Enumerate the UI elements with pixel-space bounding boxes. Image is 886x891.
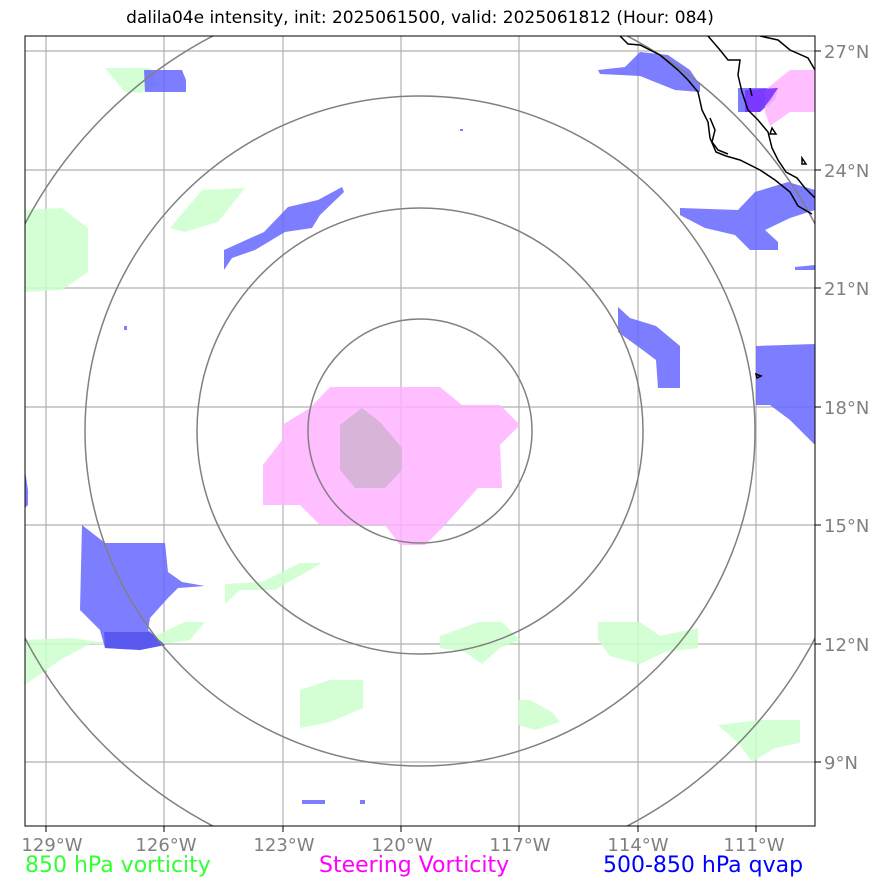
plot-frame xyxy=(24,35,816,827)
lon-label: 117°W xyxy=(489,835,550,856)
coastline xyxy=(619,36,815,380)
map-title: dalila04e intensity, init: 2025061500, v… xyxy=(126,8,714,28)
legend-850-vorticity: 850 hPa vorticity xyxy=(25,853,211,878)
lat-label: 12°N xyxy=(824,635,869,656)
lat-label: 18°N xyxy=(824,398,869,419)
overlap-regions xyxy=(104,88,778,650)
vorticity-850-regions xyxy=(25,68,800,762)
lat-label: 24°N xyxy=(824,161,869,182)
range-rings xyxy=(25,36,815,826)
lat-label: 9°N xyxy=(824,753,858,774)
latitude-labels: 27°N 24°N 21°N 18°N 15°N 12°N 9°N xyxy=(824,42,869,774)
legend-qvap: 500-850 hPa qvap xyxy=(603,853,804,878)
legend-steering-vorticity: Steering Vorticity xyxy=(319,853,510,878)
lat-label: 21°N xyxy=(824,279,869,300)
lon-label: 111°W xyxy=(723,835,784,856)
lon-label: 129°W xyxy=(21,835,82,856)
lon-label: 123°W xyxy=(253,835,314,856)
lat-label: 27°N xyxy=(824,42,869,63)
lon-label: 126°W xyxy=(135,835,196,856)
longitude-labels: 129°W 126°W 123°W 120°W 117°W 114°W 111°… xyxy=(21,835,784,856)
lon-label: 120°W xyxy=(371,835,432,856)
lat-label: 15°N xyxy=(824,516,869,537)
lon-label: 114°W xyxy=(607,835,668,856)
tick-marks xyxy=(45,50,821,832)
